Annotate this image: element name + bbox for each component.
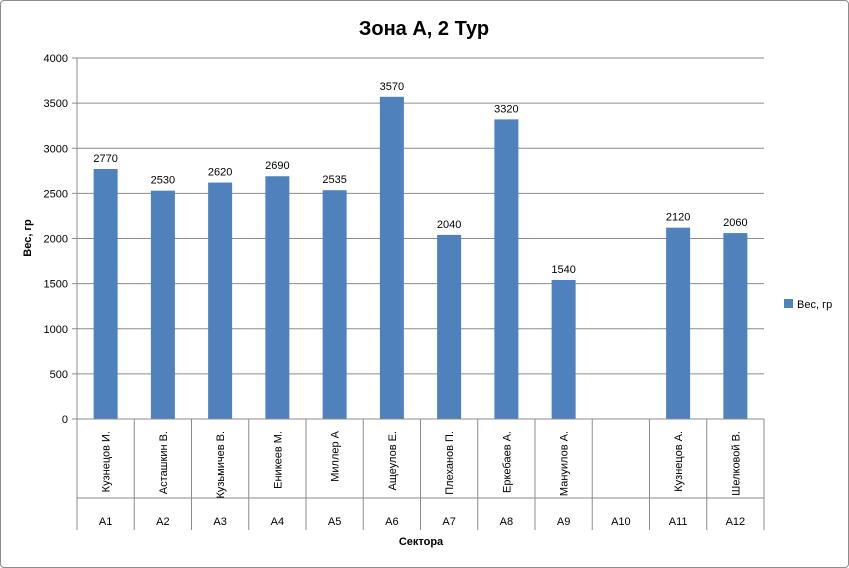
data-label: 1540 <box>551 264 575 276</box>
x-category-label: Кузнецов И. <box>101 431 113 492</box>
x-category-label: Ащеулов Е. <box>387 431 399 490</box>
x-sector-label: А1 <box>99 516 112 528</box>
x-sector-label: А3 <box>213 516 226 528</box>
x-sector-label: А4 <box>271 516 284 528</box>
y-tick-label: 500 <box>50 369 68 381</box>
data-label: 2770 <box>93 153 117 165</box>
x-category-label: Мануилов А. <box>559 431 571 496</box>
x-category-label: Кузьмичев В. <box>215 431 227 499</box>
y-tick-label: 3000 <box>44 143 68 155</box>
x-category-label: Шелковой В. <box>730 431 742 496</box>
bar <box>322 190 347 419</box>
data-label: 3320 <box>494 103 518 115</box>
x-axis-title: Сектора <box>399 536 444 548</box>
y-axis-title: Вес, гр <box>22 219 34 257</box>
bar <box>265 176 290 419</box>
y-tick-label: 4000 <box>44 53 68 65</box>
data-label: 3570 <box>380 81 404 93</box>
bar <box>494 119 519 420</box>
data-label: 2690 <box>265 160 289 172</box>
x-category-label: Миллер А <box>330 430 342 481</box>
x-sector-label: А10 <box>611 516 631 528</box>
y-tick-label: 0 <box>62 414 68 426</box>
x-sector-label: А6 <box>385 516 398 528</box>
x-sector-label: А2 <box>156 516 169 528</box>
data-label: 2120 <box>666 212 690 224</box>
x-sector-label: А9 <box>557 516 570 528</box>
bar <box>150 190 175 419</box>
y-tick-label: 2500 <box>44 188 68 200</box>
x-sector-label: А7 <box>442 516 455 528</box>
x-sector-label: А12 <box>726 516 746 528</box>
y-tick-label: 2000 <box>44 234 68 246</box>
legend-label: Вес, гр <box>797 299 832 311</box>
data-label: 2620 <box>208 167 232 179</box>
chart-title: Зона А, 2 Тур <box>359 18 489 40</box>
bar <box>551 280 576 419</box>
bar <box>666 227 691 419</box>
x-category-label: Кузнецов А. <box>673 431 685 492</box>
y-tick-label: 1000 <box>44 324 68 336</box>
data-label: 2530 <box>151 175 175 187</box>
x-category-label: Плеханов П. <box>444 431 456 495</box>
y-tick-label: 1500 <box>44 279 68 291</box>
x-category-label: Еникеев М. <box>272 431 284 489</box>
bar <box>723 233 748 419</box>
data-label: 2040 <box>437 219 461 231</box>
legend-swatch <box>784 299 793 308</box>
x-category-label: Еркебаев А. <box>501 431 513 493</box>
legend: Вес, гр <box>784 299 832 311</box>
x-category-label: Асташкин В. <box>158 431 170 494</box>
x-sector-label: А8 <box>500 516 513 528</box>
bar <box>93 169 118 419</box>
data-label: 2060 <box>723 217 747 229</box>
data-label: 2535 <box>322 174 346 186</box>
y-tick-label: 3500 <box>44 98 68 110</box>
x-sector-label: А5 <box>328 516 341 528</box>
bar <box>208 182 233 419</box>
bar <box>437 234 462 419</box>
bar <box>379 96 404 420</box>
x-sector-label: А11 <box>669 516 688 528</box>
